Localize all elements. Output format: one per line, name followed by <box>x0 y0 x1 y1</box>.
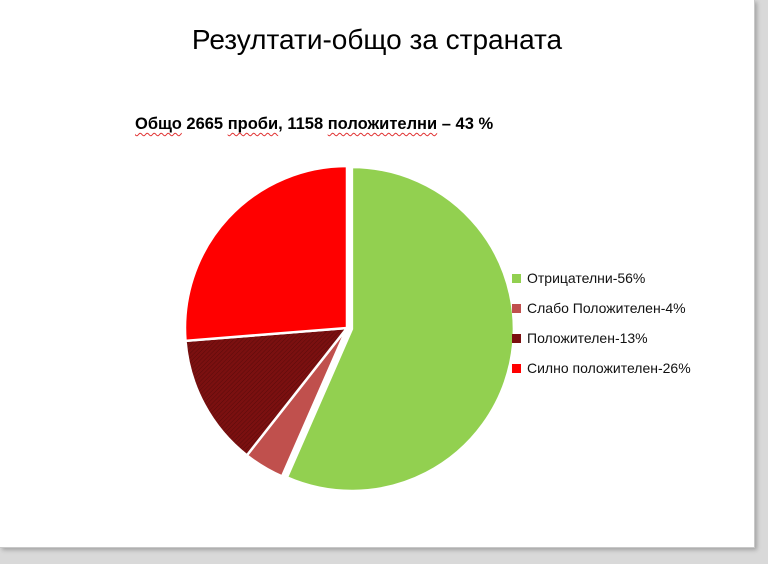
pie-chart <box>183 164 516 493</box>
legend-item: Отрицателни-56% <box>512 263 691 293</box>
legend-item: Положителен-13% <box>512 323 691 353</box>
slide: Резултати-общо за страната Общо 2665 про… <box>0 0 755 548</box>
subtitle-word-samples: проби <box>227 115 279 133</box>
subtitle-word-positive: положителни <box>327 115 438 133</box>
subtitle-positive-count: , 1158 <box>278 115 328 133</box>
legend-swatch <box>512 333 521 343</box>
subtitle-samples-count: 2665 <box>181 115 228 133</box>
legend-swatch <box>512 303 521 313</box>
legend-item: Слабо Положителен-4% <box>512 293 691 323</box>
legend-label: Отрицателни-56% <box>527 270 646 286</box>
legend-swatch <box>512 363 521 373</box>
subtitle-percent: – 43 % <box>437 115 494 133</box>
slide-title: Резултати-общо за страната <box>191 24 563 55</box>
legend-label: Слабо Положителен-4% <box>527 300 686 316</box>
legend-swatch <box>512 273 521 283</box>
chart-legend: Отрицателни-56% Слабо Положителен-4% Полож… <box>512 263 691 383</box>
legend-item: Силно положителен-26% <box>512 353 691 383</box>
subtitle-word-total: Общо <box>135 115 182 133</box>
slide-subtitle: Общо 2665 проби, 1158 положителни – 43 % <box>135 115 493 134</box>
legend-label: Силно положителен-26% <box>527 360 691 376</box>
pie-slice-3 <box>183 164 349 343</box>
pie-slice-0 <box>285 165 516 493</box>
legend-label: Положителен-13% <box>527 330 648 346</box>
pie-slice-2 <box>184 326 350 458</box>
